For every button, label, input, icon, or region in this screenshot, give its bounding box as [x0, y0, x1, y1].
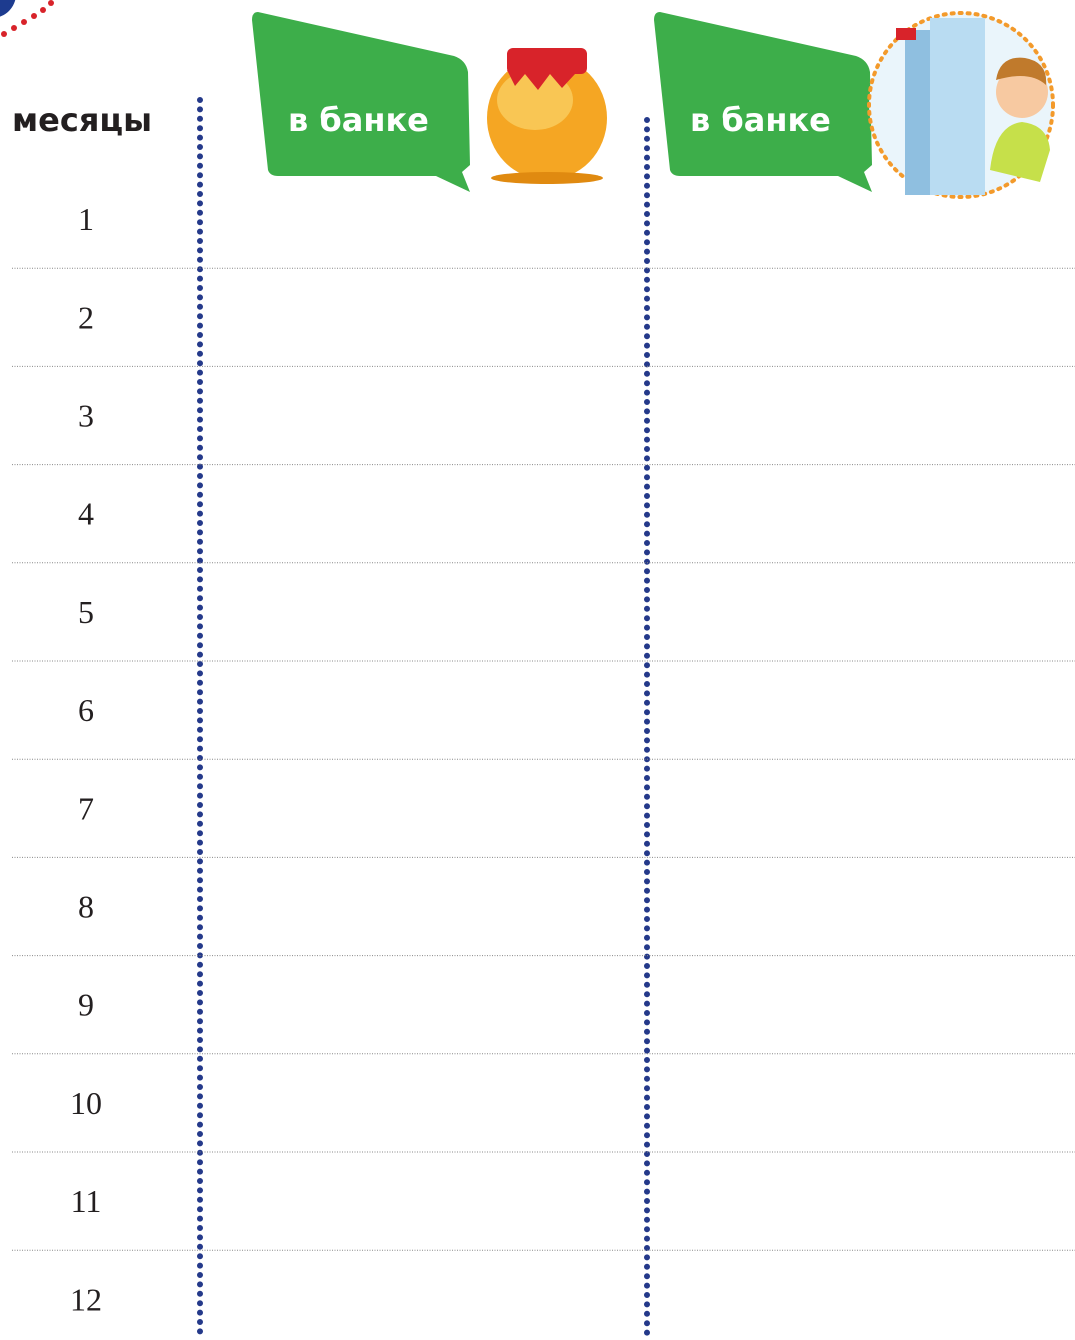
- column-heading: в банке: [690, 101, 831, 139]
- month-number: 1: [78, 201, 94, 237]
- month-number: 5: [78, 594, 94, 630]
- month-number: 7: [78, 790, 94, 826]
- worksheet: в банке в банке месяцы 123456789101112: [0, 0, 1075, 1340]
- month-number: 12: [70, 1281, 102, 1317]
- month-number: 2: [78, 299, 94, 335]
- month-number: 11: [71, 1183, 102, 1219]
- month-number: 8: [78, 889, 94, 925]
- month-number: 4: [78, 496, 94, 532]
- corner-circle: [0, 0, 16, 18]
- month-number: 10: [70, 1085, 102, 1121]
- month-number: 3: [78, 398, 94, 434]
- column-heading: в банке: [288, 101, 429, 139]
- month-number: 9: [78, 987, 94, 1023]
- month-number: 6: [78, 692, 94, 728]
- bank-icon: [869, 13, 1053, 197]
- months-heading: месяцы: [12, 101, 152, 139]
- jar-icon: [487, 48, 607, 184]
